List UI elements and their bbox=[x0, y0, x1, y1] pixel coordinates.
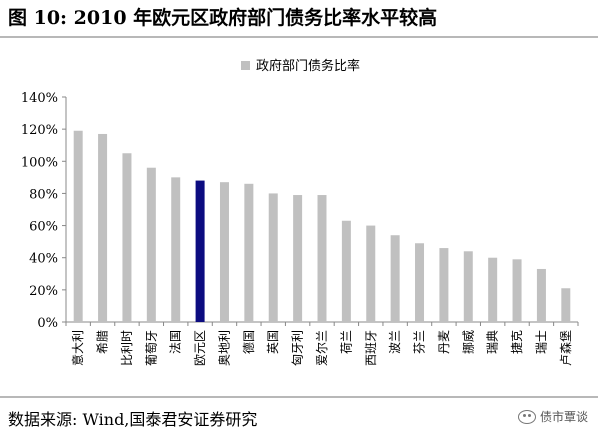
figure-title: 图 10: 2010 年欧元区政府部门债务比率水平较高 bbox=[0, 0, 598, 38]
x-tick-label: 匈牙利 bbox=[291, 330, 305, 366]
bar-8 bbox=[244, 183, 254, 322]
x-tick-label: 波兰 bbox=[388, 330, 402, 354]
x-tick-label: 奥地利 bbox=[217, 330, 231, 366]
x-tick-label: 比利时 bbox=[120, 330, 134, 366]
bar-11 bbox=[317, 195, 327, 322]
bar-17 bbox=[463, 251, 473, 322]
y-tick-label: 20% bbox=[29, 284, 58, 299]
bar-20 bbox=[536, 268, 546, 322]
y-tick-label: 60% bbox=[29, 220, 58, 235]
x-tick-label: 挪威 bbox=[461, 330, 475, 354]
x-tick-label: 西班牙 bbox=[364, 330, 378, 366]
x-tick-label: 法国 bbox=[169, 330, 183, 354]
x-tick-label: 意大利 bbox=[70, 330, 85, 366]
bar-15 bbox=[415, 243, 425, 322]
y-tick-label: 0% bbox=[37, 316, 58, 331]
bar-19 bbox=[512, 259, 522, 322]
bar-21 bbox=[561, 288, 571, 322]
watermark: 债市覃谈 bbox=[517, 408, 588, 425]
bar-7 bbox=[219, 182, 229, 322]
x-tick-label: 瑞士 bbox=[534, 330, 548, 354]
x-tick-label: 丹麦 bbox=[437, 330, 451, 354]
y-tick-label: 120% bbox=[21, 123, 58, 138]
y-tick-label: 80% bbox=[29, 187, 58, 202]
x-tick-label: 葡萄牙 bbox=[144, 330, 158, 366]
legend-swatch bbox=[241, 61, 250, 70]
x-tick-label: 捷克 bbox=[510, 330, 524, 354]
y-tick-label: 100% bbox=[21, 155, 58, 170]
x-tick-label: 英国 bbox=[266, 330, 280, 354]
x-tick-label: 荷兰 bbox=[339, 330, 353, 354]
bar-6 bbox=[195, 180, 205, 322]
x-tick-label: 卢森堡 bbox=[558, 330, 573, 366]
x-tick-label: 欧元区 bbox=[193, 330, 207, 366]
bar-14 bbox=[390, 235, 400, 322]
bar-5 bbox=[171, 177, 181, 322]
bar-12 bbox=[341, 220, 351, 322]
x-tick-label: 芬兰 bbox=[413, 330, 427, 354]
x-tick-label: 爱尔兰 bbox=[314, 330, 329, 366]
bar-1 bbox=[73, 130, 83, 322]
bar-2 bbox=[98, 133, 108, 322]
watermark-text: 债市覃谈 bbox=[539, 410, 588, 424]
bar-4 bbox=[146, 167, 156, 322]
bar-16 bbox=[439, 248, 449, 322]
bar-18 bbox=[488, 257, 498, 322]
x-tick-label: 瑞典 bbox=[486, 330, 500, 354]
bar-9 bbox=[268, 193, 278, 322]
bar-3 bbox=[122, 153, 132, 322]
x-tick-label: 德国 bbox=[241, 330, 256, 354]
source-footer: 数据来源: Wind,国泰君安证券研究 债市覃谈 bbox=[0, 396, 598, 440]
y-tick-label: 40% bbox=[29, 252, 58, 267]
wechat-icon bbox=[517, 409, 536, 424]
bar-10 bbox=[293, 195, 303, 322]
legend-label: 政府部门债务比率 bbox=[256, 58, 360, 74]
x-tick-label: 希腊 bbox=[95, 330, 110, 354]
bar-chart: 政府部门债务比率 0% 20% 40% 60% 80% 100% 120% 140% 意大利 希腊比… bbox=[21, 58, 579, 366]
bar-13 bbox=[366, 225, 376, 322]
y-tick-label: 140% bbox=[21, 91, 58, 106]
source-text: 数据来源: Wind,国泰君安证券研究 bbox=[8, 410, 258, 429]
